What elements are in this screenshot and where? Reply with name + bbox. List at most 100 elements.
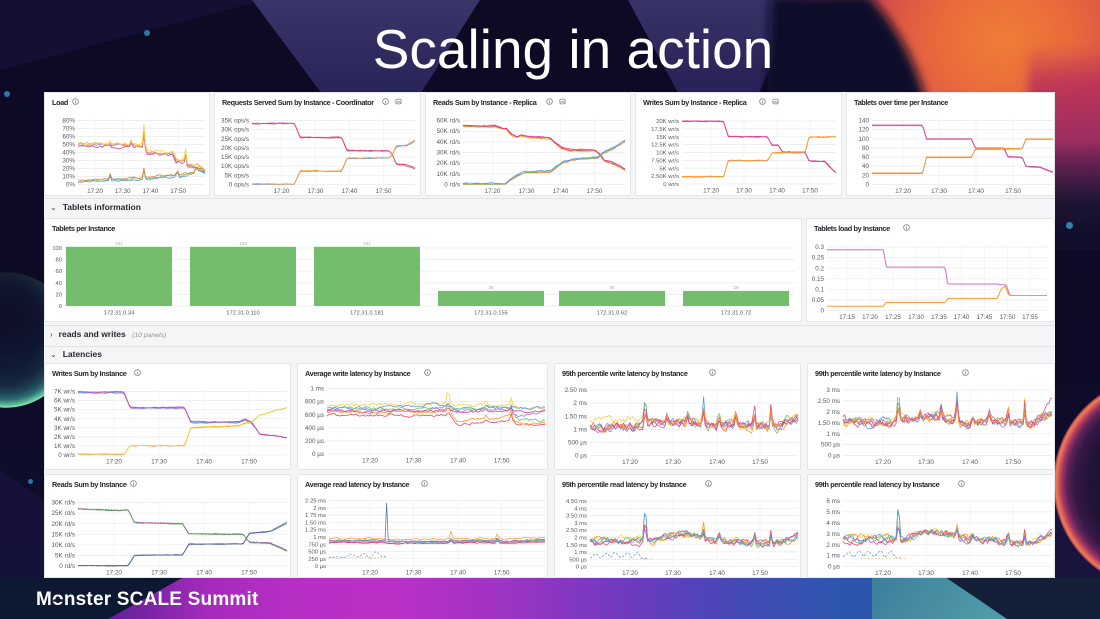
svg-text:1 ms: 1 ms [573, 426, 587, 433]
svg-text:80%: 80% [62, 118, 75, 125]
svg-text:60%: 60% [62, 134, 75, 141]
svg-text:20: 20 [862, 172, 870, 179]
svg-text:15K ops/s: 15K ops/s [221, 154, 249, 161]
svg-text:17:30: 17:30 [308, 188, 324, 195]
svg-text:0: 0 [820, 308, 824, 315]
svg-text:17:20: 17:20 [362, 458, 378, 465]
svg-text:17:40: 17:40 [553, 188, 569, 195]
svg-text:17:20: 17:20 [362, 570, 378, 577]
svg-text:17:50: 17:50 [752, 459, 768, 466]
svg-text:100: 100 [858, 136, 869, 143]
svg-text:17:30: 17:30 [151, 459, 167, 466]
svg-text:5K wr/s: 5K wr/s [659, 166, 679, 172]
svg-text:17:40: 17:40 [143, 188, 159, 195]
svg-text:400 µs: 400 µs [305, 425, 324, 432]
svg-text:1 ms: 1 ms [826, 431, 840, 438]
svg-text:4 ms: 4 ms [826, 520, 840, 527]
svg-text:17:50: 17:50 [587, 188, 603, 195]
svg-text:17:40: 17:40 [342, 188, 358, 195]
svg-text:3K wr/s: 3K wr/s [54, 425, 75, 432]
svg-text:15K wr/s: 15K wr/s [656, 135, 679, 141]
svg-text:2.50 ms: 2.50 ms [818, 398, 840, 405]
svg-text:10K rd/s: 10K rd/s [437, 171, 460, 178]
svg-text:17:30: 17:30 [151, 570, 167, 577]
svg-text:17:40: 17:40 [709, 459, 725, 466]
svg-text:17:40: 17:40 [196, 570, 212, 577]
svg-text:1 ms: 1 ms [310, 386, 324, 393]
svg-text:17:25: 17:25 [885, 314, 901, 321]
svg-text:0.1: 0.1 [815, 286, 824, 293]
svg-text:40K rd/s: 40K rd/s [437, 139, 460, 146]
svg-text:20K ops/s: 20K ops/s [221, 145, 249, 152]
svg-text:26: 26 [609, 285, 615, 290]
svg-text:17:50: 17:50 [1005, 459, 1021, 466]
svg-text:30K ops/s: 30K ops/s [221, 127, 249, 134]
svg-text:2.25 ms: 2.25 ms [305, 499, 326, 505]
svg-text:17:20: 17:20 [87, 188, 103, 195]
svg-text:7.50K wr/s: 7.50K wr/s [651, 159, 679, 165]
svg-text:1.50 ms: 1.50 ms [818, 420, 840, 427]
svg-text:17:30: 17:30 [665, 459, 681, 466]
svg-text:17:20: 17:20 [703, 188, 719, 195]
svg-text:10K rd/s: 10K rd/s [52, 542, 75, 549]
svg-text:172.31.0.181: 172.31.0.181 [350, 311, 384, 317]
svg-text:17:30: 17:30 [519, 188, 535, 195]
svg-text:4 ms: 4 ms [574, 506, 587, 512]
svg-text:5K rd/s: 5K rd/s [55, 553, 75, 560]
svg-text:70%: 70% [62, 126, 75, 133]
svg-text:17:50: 17:50 [494, 458, 510, 465]
svg-text:102: 102 [115, 241, 123, 246]
svg-text:40%: 40% [62, 150, 75, 157]
svg-text:17:55: 17:55 [1022, 314, 1038, 321]
svg-text:30K rd/s: 30K rd/s [437, 150, 460, 157]
svg-text:500 µs: 500 µs [308, 550, 326, 556]
svg-text:17:20: 17:20 [622, 570, 638, 577]
svg-text:0.3: 0.3 [815, 244, 824, 251]
svg-text:0: 0 [865, 182, 869, 189]
svg-text:5K ops/s: 5K ops/s [224, 172, 249, 179]
svg-text:0 µs: 0 µs [315, 564, 326, 570]
svg-text:0.15: 0.15 [812, 276, 825, 283]
svg-text:20: 20 [56, 292, 62, 298]
svg-text:0 ops/s: 0 ops/s [229, 182, 249, 189]
svg-text:0 µs: 0 µs [828, 564, 840, 571]
svg-text:0 µs: 0 µs [312, 451, 324, 458]
svg-text:10K wr/s: 10K wr/s [656, 151, 679, 157]
svg-text:25K rd/s: 25K rd/s [52, 510, 75, 517]
svg-text:17:40: 17:40 [450, 570, 466, 577]
svg-text:17:20: 17:20 [485, 188, 501, 195]
svg-text:30%: 30% [62, 158, 75, 165]
svg-text:17:15: 17:15 [839, 314, 855, 321]
svg-text:2 ms: 2 ms [313, 506, 326, 512]
svg-text:750 µs: 750 µs [308, 542, 326, 548]
svg-text:17:20: 17:20 [862, 314, 878, 321]
svg-text:17.5K wr/s: 17.5K wr/s [651, 127, 679, 133]
svg-text:26: 26 [733, 285, 739, 290]
svg-text:2 ms: 2 ms [574, 536, 587, 542]
svg-text:26: 26 [488, 285, 494, 290]
svg-text:0 wr/s: 0 wr/s [663, 182, 679, 188]
svg-text:20%: 20% [62, 166, 75, 173]
svg-text:2.50 ms: 2.50 ms [566, 528, 587, 534]
svg-text:17:40: 17:40 [450, 458, 466, 465]
svg-text:1.50 ms: 1.50 ms [565, 413, 587, 420]
svg-text:172.31.0.34: 172.31.0.34 [104, 311, 135, 317]
svg-text:10K ops/s: 10K ops/s [221, 163, 249, 170]
svg-text:0 wr/s: 0 wr/s [58, 452, 75, 459]
svg-text:1.50 ms: 1.50 ms [305, 520, 326, 526]
svg-text:3.50 ms: 3.50 ms [566, 514, 587, 520]
svg-text:100: 100 [52, 246, 62, 252]
svg-text:3 ms: 3 ms [826, 531, 840, 538]
svg-text:3 ms: 3 ms [826, 387, 840, 394]
svg-text:17:50: 17:50 [170, 188, 186, 195]
svg-text:800 µs: 800 µs [305, 399, 324, 406]
svg-text:4.50 ms: 4.50 ms [566, 499, 587, 505]
svg-text:17:50: 17:50 [241, 459, 257, 466]
svg-text:600 µs: 600 µs [305, 412, 324, 419]
svg-text:1.25 ms: 1.25 ms [305, 528, 326, 534]
svg-text:7K wr/s: 7K wr/s [54, 389, 75, 396]
svg-text:0.05: 0.05 [812, 297, 825, 304]
svg-text:0 µs: 0 µs [828, 453, 840, 460]
svg-text:80: 80 [862, 145, 870, 152]
svg-text:17:40: 17:40 [962, 570, 978, 577]
